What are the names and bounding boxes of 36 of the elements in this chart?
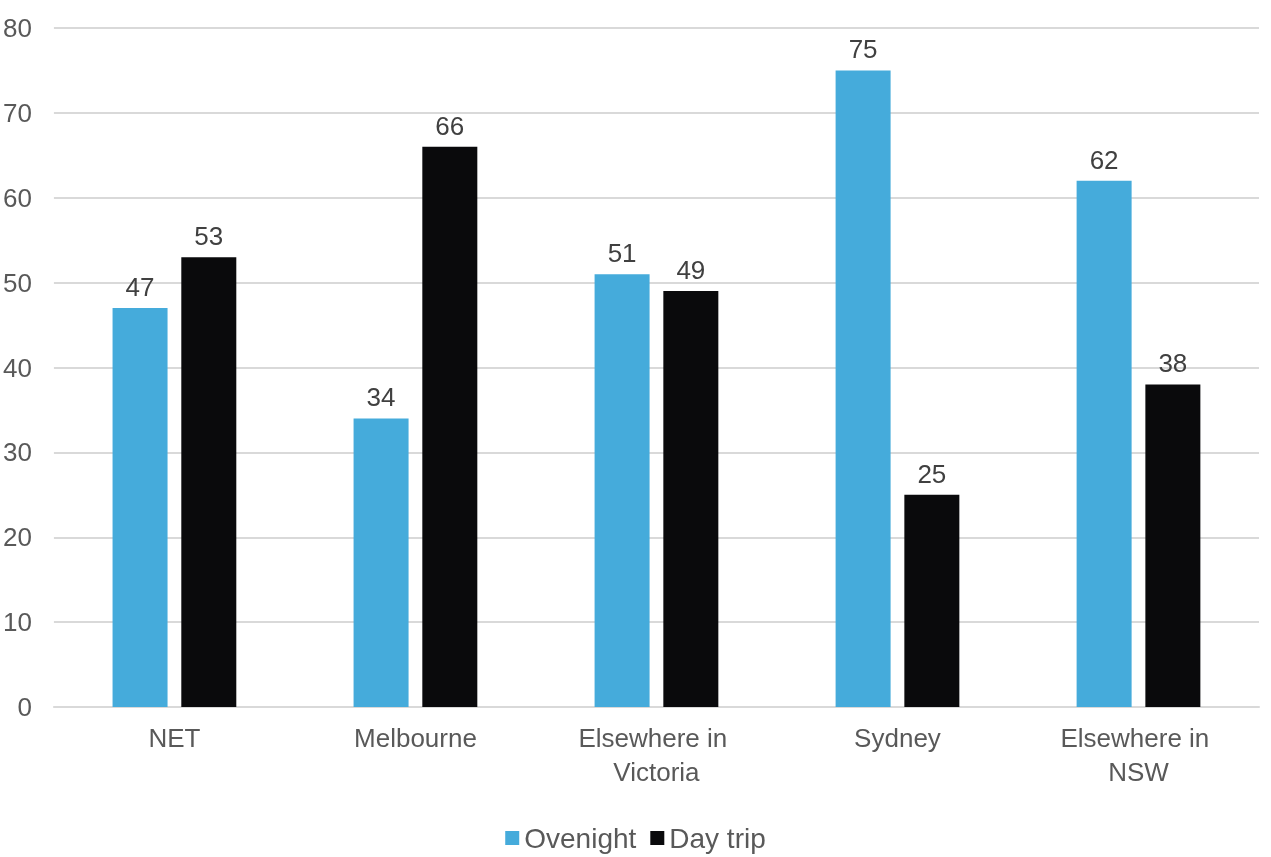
data-label: 38 [1158,348,1188,379]
data-label: 25 [917,458,947,489]
x-tick-label: Elsewhere in Victoria [578,723,735,787]
data-label: 75 [848,34,878,65]
bar [422,146,478,707]
y-tick-label: 30 [3,437,32,468]
bar [904,494,960,707]
bar [1145,384,1201,707]
y-tick-label: 0 [17,692,32,722]
data-label: 34 [366,382,396,413]
bar [835,70,891,707]
bar [594,274,650,707]
y-tick-label: 70 [3,97,32,128]
bar [663,291,719,707]
y-tick-label: 20 [3,522,32,553]
x-tick-label: Elsewhere in NSW [1060,723,1217,787]
y-tick-label: 80 [3,13,32,43]
x-tick-label: Sydney [854,723,941,753]
data-label: 49 [676,255,706,286]
y-tick-label: 50 [3,267,32,298]
legend-label: Day trip [669,822,766,854]
y-tick-label: 60 [3,182,32,213]
data-label: 51 [607,238,637,269]
data-label: 53 [194,221,224,252]
bar [112,308,168,707]
data-label: 47 [125,272,155,303]
bar [353,418,409,707]
y-tick-label: 10 [3,607,32,638]
data-label: 66 [435,110,465,141]
bar [1076,180,1132,707]
y-tick-label: 40 [3,352,32,383]
legend-label: Ovenight [524,822,637,854]
x-tick-label: Melbourne [354,723,477,753]
data-label: 62 [1089,144,1119,175]
x-tick-label: NET [148,723,201,753]
bar [181,257,237,707]
